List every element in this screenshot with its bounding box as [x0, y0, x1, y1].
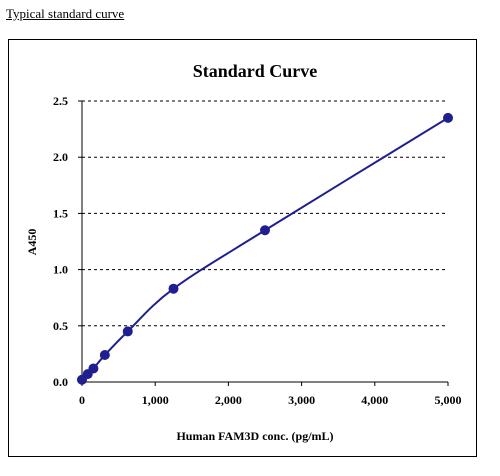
axes	[78, 100, 449, 386]
x-tick-labels: 0 1,000 2,000 3,000 4,000 5,000	[79, 393, 462, 407]
y-tick-label: 0.5	[53, 319, 68, 333]
data-point	[99, 350, 110, 361]
data-point	[122, 326, 133, 337]
x-tick-label: 0	[79, 393, 85, 407]
y-tick-labels: 0.0 0.5 1.0 1.5 2.0 2.5	[53, 94, 68, 389]
x-tick-label: 2,000	[215, 393, 242, 407]
chart-frame	[8, 39, 477, 457]
y-tick-label: 2.5	[53, 94, 68, 108]
x-tick-label: 4,000	[361, 393, 388, 407]
data-points	[77, 112, 453, 385]
x-tick-label: 5,000	[435, 393, 462, 407]
y-tick-label: 0.0	[53, 375, 68, 389]
data-point	[168, 283, 179, 294]
y-tick-label: 1.0	[53, 263, 68, 277]
data-point	[260, 225, 270, 236]
grid-lines	[82, 100, 448, 327]
data-point	[88, 363, 99, 374]
y-tick-label: 1.5	[53, 206, 68, 220]
y-tick-label: 2.0	[53, 150, 68, 164]
chart-title: Standard Curve	[193, 61, 318, 81]
x-tick-label: 1,000	[142, 393, 169, 407]
data-point	[443, 112, 453, 123]
section-title-link[interactable]: Typical standard curve	[6, 6, 125, 21]
x-axis-label: Human FAM3D conc. (pg/mL)	[176, 429, 333, 443]
x-tick-label: 3,000	[288, 393, 315, 407]
y-axis-label: A450	[25, 229, 39, 256]
